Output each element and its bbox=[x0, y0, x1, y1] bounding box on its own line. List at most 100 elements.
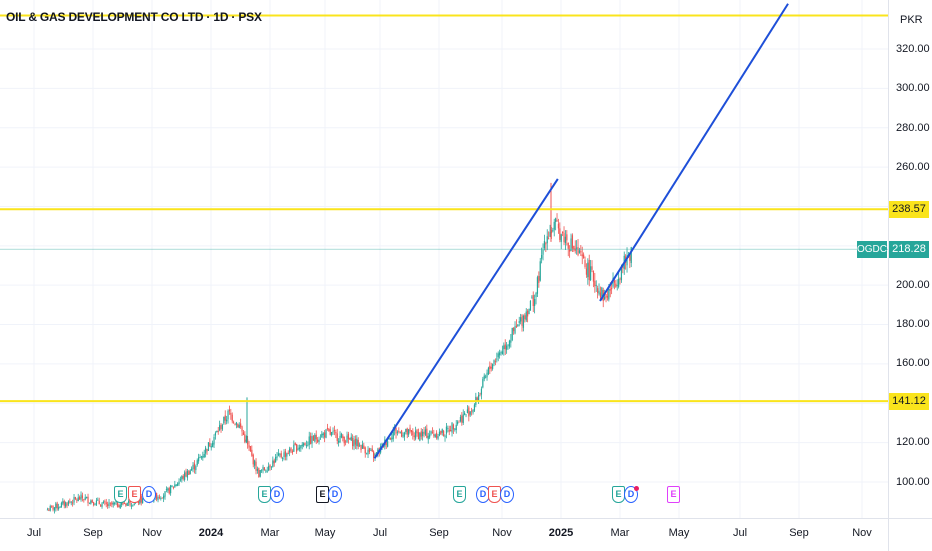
candle-body bbox=[83, 499, 85, 501]
candle-body bbox=[265, 470, 267, 472]
candle-body bbox=[287, 452, 289, 454]
candle-body bbox=[322, 433, 324, 436]
price-chart[interactable] bbox=[0, 0, 888, 518]
candle-body bbox=[93, 502, 95, 505]
candle-body bbox=[613, 280, 616, 283]
candle-body bbox=[412, 430, 414, 436]
price-tick: 160.00 bbox=[896, 357, 930, 369]
candle-body bbox=[77, 497, 79, 502]
candle-body bbox=[409, 427, 411, 432]
candle-body bbox=[478, 394, 480, 401]
candle-body bbox=[437, 436, 439, 439]
candle-body bbox=[587, 262, 589, 278]
candle-body bbox=[496, 358, 498, 360]
candle-body bbox=[538, 275, 540, 283]
candle-body bbox=[368, 448, 371, 452]
candle-body bbox=[497, 353, 499, 358]
candle-body bbox=[255, 461, 257, 471]
time-tick: Jul bbox=[372, 527, 388, 539]
candle-body bbox=[87, 496, 89, 504]
dividend-event-icon[interactable]: D bbox=[142, 486, 156, 503]
candle-body bbox=[324, 432, 326, 438]
candle-body bbox=[212, 442, 214, 447]
candle-body bbox=[406, 428, 408, 435]
candle-body bbox=[76, 499, 78, 501]
candle-body bbox=[618, 278, 620, 287]
candle-body bbox=[53, 507, 56, 511]
candle-body bbox=[325, 429, 327, 438]
candle-body bbox=[430, 431, 432, 435]
candle-body bbox=[374, 453, 376, 458]
dividend-event-icon[interactable]: D bbox=[328, 486, 342, 503]
candle-body bbox=[289, 448, 291, 453]
candle-body bbox=[545, 243, 547, 245]
candle-body bbox=[179, 479, 182, 481]
time-axis[interactable] bbox=[0, 518, 888, 551]
candle-body bbox=[294, 443, 296, 445]
candle-body bbox=[112, 502, 114, 505]
candle-body bbox=[259, 470, 261, 477]
candle-body bbox=[499, 352, 501, 356]
candle-body bbox=[598, 290, 600, 295]
price-axis[interactable] bbox=[888, 0, 932, 518]
candle-body bbox=[165, 489, 168, 491]
candle-body bbox=[244, 434, 246, 443]
candle-body bbox=[189, 470, 191, 475]
earnings-event-icon[interactable]: E bbox=[114, 486, 127, 503]
earnings-event-icon[interactable]: E bbox=[128, 486, 141, 503]
dividend-event-icon[interactable]: D bbox=[500, 486, 514, 503]
candle-body bbox=[210, 446, 212, 448]
candle-body bbox=[520, 317, 522, 322]
candle-body bbox=[584, 260, 586, 267]
candle-body bbox=[231, 414, 233, 422]
candle-body bbox=[60, 502, 63, 508]
candle-body bbox=[612, 277, 614, 287]
candle-body bbox=[507, 344, 509, 346]
candle-body bbox=[340, 433, 343, 438]
candle-body bbox=[440, 430, 442, 435]
candle-body bbox=[483, 375, 485, 380]
candle-body bbox=[599, 292, 602, 298]
candle-body bbox=[566, 234, 568, 241]
candle-body bbox=[518, 321, 520, 323]
candle-body bbox=[227, 410, 229, 420]
candle-body bbox=[466, 409, 469, 413]
candle-body bbox=[592, 270, 595, 282]
candle-body bbox=[452, 424, 455, 430]
candle-body bbox=[104, 501, 106, 503]
candle-body bbox=[175, 484, 177, 486]
candle-body bbox=[199, 457, 201, 458]
candle-body bbox=[385, 440, 387, 445]
candle-body bbox=[359, 444, 361, 446]
candle-body bbox=[216, 430, 218, 433]
candle-body bbox=[193, 463, 196, 470]
candle-body bbox=[570, 238, 572, 252]
candle-body bbox=[66, 503, 68, 506]
candle-body bbox=[172, 487, 175, 488]
candle-body bbox=[336, 433, 338, 442]
candle-body bbox=[522, 315, 525, 328]
candle-body bbox=[249, 445, 252, 452]
candle-body bbox=[366, 453, 368, 455]
candle-body bbox=[171, 485, 173, 487]
candle-body bbox=[543, 241, 546, 249]
candle-body bbox=[433, 434, 435, 436]
candle-body bbox=[174, 484, 176, 488]
price-tick: 200.00 bbox=[896, 279, 930, 291]
candle-body bbox=[79, 497, 81, 500]
candle-body bbox=[84, 497, 86, 500]
earnings-event-icon[interactable]: E bbox=[667, 486, 680, 503]
candle-body bbox=[606, 295, 609, 298]
candle-body bbox=[338, 440, 340, 443]
news-dot-icon[interactable] bbox=[634, 486, 639, 491]
candle-body bbox=[577, 246, 579, 256]
candle-body bbox=[181, 476, 183, 480]
candle-body bbox=[198, 457, 200, 462]
candle-body bbox=[611, 287, 613, 290]
earnings-event-icon[interactable]: E bbox=[453, 486, 466, 503]
candle-body bbox=[326, 427, 329, 429]
candle-body bbox=[461, 415, 463, 423]
dividend-event-icon[interactable]: D bbox=[270, 486, 284, 503]
candle-body bbox=[168, 488, 170, 494]
candle-body bbox=[209, 442, 211, 447]
